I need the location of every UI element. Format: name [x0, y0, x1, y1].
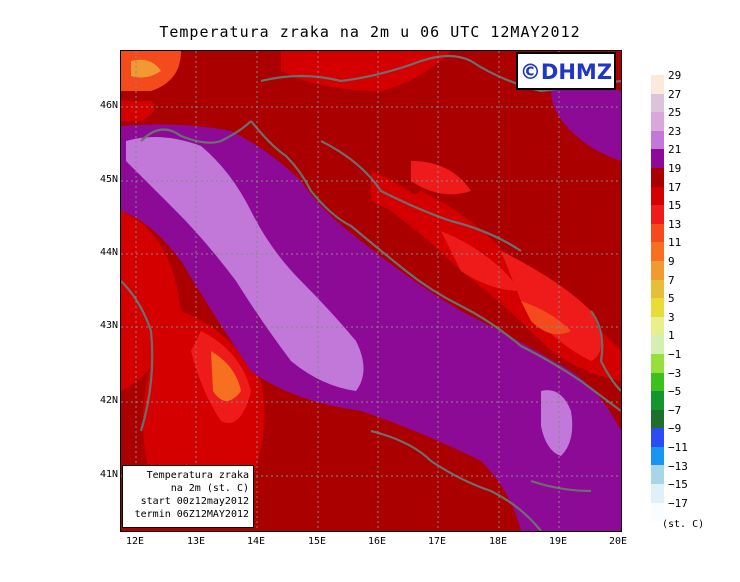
- colorbar-label: −3: [668, 366, 682, 380]
- colorbar-label: 23: [668, 124, 682, 138]
- lat-label-44n: 44N: [99, 247, 118, 258]
- colorbar-swatch: [651, 279, 664, 299]
- colorbar-swatch: [651, 502, 664, 522]
- colorbar-swatch: [651, 298, 664, 317]
- colorbar-unit: (st. C): [662, 519, 705, 530]
- colorbar-label: 7: [668, 273, 675, 287]
- colorbar-swatch: [651, 409, 664, 429]
- colorbar-label: 9: [668, 255, 675, 268]
- colorbar-swatch: [651, 446, 664, 466]
- colorbar-label: 3: [668, 310, 675, 324]
- colorbar-label: 25: [668, 106, 682, 120]
- map-title: Temperatura zraka na 2m u 06 UTC 12MAY20…: [159, 23, 581, 41]
- dhmz-logo: ©DHMZ: [516, 52, 616, 90]
- colorbar-swatch: [651, 223, 664, 243]
- lon-label-17e: 17E: [427, 536, 447, 547]
- colorbar-label: 27: [668, 87, 682, 101]
- colorbar-swatch: [651, 242, 664, 261]
- colorbar-swatch: [651, 372, 664, 392]
- colorbar-swatch: [651, 391, 664, 410]
- colorbar-swatch: [651, 205, 664, 224]
- colorbar-label: −5: [668, 385, 682, 399]
- lon-label-20e: 20E: [608, 536, 628, 547]
- lon-label-19e: 19E: [548, 536, 568, 547]
- lat-label-41n: 41N: [99, 469, 118, 480]
- lon-label-18e: 18E: [488, 536, 508, 547]
- info-line-start: start 00z12may2012: [140, 496, 249, 507]
- colorbar-label: −7: [668, 403, 682, 417]
- colorbar-swatch: [651, 484, 664, 503]
- lat-label-43n: 43N: [99, 320, 118, 331]
- colorbar-label: 19: [668, 162, 682, 175]
- colorbar-swatch: [651, 260, 664, 280]
- info-line-level: na 2m (st. C): [170, 483, 249, 494]
- colorbar-swatch: [651, 112, 664, 131]
- colorbar-swatch: [651, 75, 664, 94]
- colorbar-label: 5: [668, 292, 675, 306]
- colorbar-label: −15: [668, 478, 688, 492]
- colorbar-swatch: [651, 316, 664, 336]
- colorbar-label: −13: [668, 459, 688, 473]
- colorbar-swatch: [651, 186, 664, 206]
- colorbar-label: 17: [668, 180, 682, 194]
- colorbar-label: 15: [668, 199, 682, 213]
- temperature-field: [121, 51, 621, 531]
- colorbar-label: 13: [668, 217, 682, 231]
- lat-label-46n: 46N: [99, 100, 118, 111]
- info-line-term: termin 06Z12MAY2012: [134, 509, 249, 520]
- lon-label-14e: 14E: [246, 536, 266, 547]
- lat-label-45n: 45N: [99, 174, 118, 185]
- info-box: Temperatura zraka na 2m (st. C) start 00…: [122, 465, 254, 528]
- colorbar-swatch: [651, 149, 664, 168]
- lon-label-15e: 15E: [307, 536, 327, 547]
- colorbar-label: 29: [668, 69, 682, 82]
- colorbar-label: 11: [668, 236, 682, 250]
- colorbar-swatch: [651, 428, 664, 447]
- colorbar-swatch: [651, 93, 664, 113]
- info-line-variable: Temperatura zraka: [146, 470, 249, 481]
- colorbar-label: −1: [668, 348, 682, 361]
- colorbar-label: 21: [668, 143, 682, 157]
- lat-label-42n: 42N: [99, 395, 118, 406]
- colorbar-label: 1: [668, 329, 675, 343]
- colorbar-swatch: [651, 167, 664, 187]
- lon-label-16e: 16E: [367, 536, 387, 547]
- colorbar-label: −17: [668, 496, 688, 510]
- colorbar-swatch: [651, 353, 664, 373]
- colorbar-label: −9: [668, 422, 682, 436]
- colorbar-swatch: [651, 130, 664, 150]
- temperature-map: [120, 50, 622, 532]
- lon-label-13e: 13E: [186, 536, 206, 547]
- colorbar: [651, 75, 664, 522]
- colorbar-label: −11: [668, 441, 688, 454]
- lon-label-12e: 12E: [125, 536, 145, 547]
- colorbar-swatch: [651, 465, 664, 485]
- colorbar-swatch: [651, 335, 664, 354]
